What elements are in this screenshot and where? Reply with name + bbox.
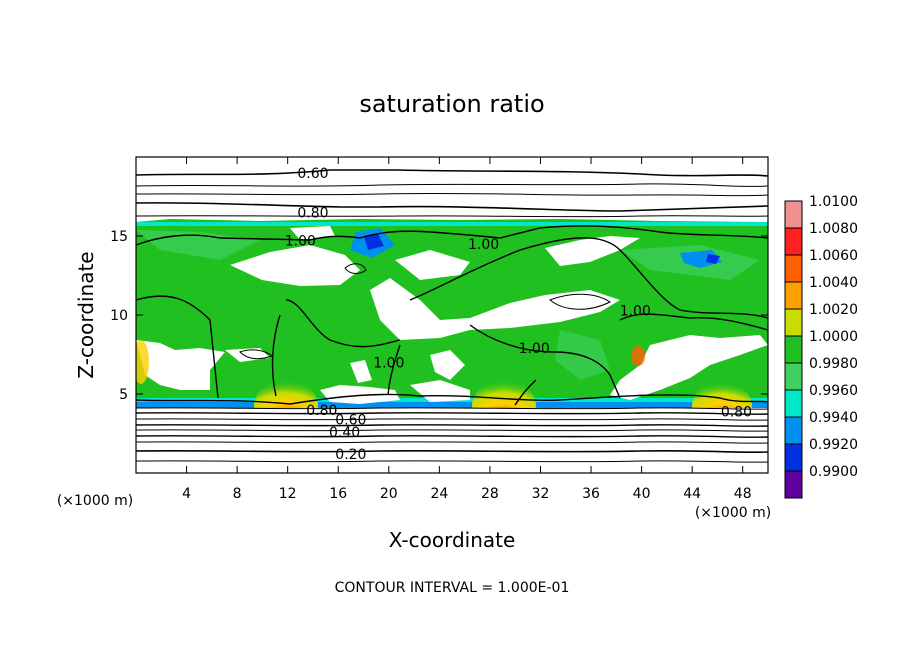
colorbar-swatch: [785, 282, 802, 309]
colorbar-level-label: 1.0080: [809, 221, 858, 237]
contour-labels: 0.600.801.00 1.001.001.001.000.800.800.60…: [285, 166, 752, 463]
x-tick-label: 28: [481, 486, 499, 502]
x-unit-label-right: (×1000 m): [695, 505, 771, 521]
colorbar-level-label: 1.0020: [809, 302, 858, 318]
colorbar-level-label: 0.9980: [809, 356, 858, 372]
x-tick-label: 40: [633, 486, 651, 502]
colorbar-swatch: [785, 228, 802, 255]
x-unit-label-left: (×1000 m): [57, 493, 133, 509]
x-tick-label: 4: [182, 486, 191, 502]
colorbar-level-label: 1.0040: [809, 275, 858, 291]
y-tick-label: 10: [110, 308, 128, 324]
y-axis-label: Z-coordinate: [74, 251, 98, 378]
contour-label: 1.00: [285, 234, 316, 250]
x-tick-label: 8: [233, 486, 242, 502]
x-tick-label: 44: [683, 486, 701, 502]
x-tick-label: 12: [279, 486, 297, 502]
colorbar-level-label: 0.9920: [809, 437, 858, 453]
contour-label: 0.80: [721, 404, 752, 420]
y-tick-label: 15: [110, 229, 128, 245]
contour-label: 0.80: [297, 205, 328, 221]
colorbar-swatch: [785, 471, 802, 498]
contour-label: 1.00: [519, 341, 550, 357]
colorbar-swatch: [785, 363, 802, 390]
colorbar-swatch: [785, 255, 802, 282]
colorbar-swatch: [785, 309, 802, 336]
colorbar-swatch: [785, 444, 802, 471]
x-tick-label: 16: [329, 486, 347, 502]
contour-label: 1.00: [620, 303, 651, 319]
colorbar-level-label: 1.0000: [809, 329, 858, 345]
colorbar-level-label: 1.0100: [809, 194, 858, 210]
y-tick-label: 5: [119, 387, 128, 403]
x-tick-label: 24: [430, 486, 448, 502]
colorbar-level-label: 1.0060: [809, 248, 858, 264]
plot-area: 0.600.801.00 1.001.001.001.000.800.800.60…: [136, 157, 768, 473]
y-axis: 5 10 15: [110, 229, 768, 403]
colorbar-level-label: 0.9900: [809, 464, 858, 480]
contour-label: 0.60: [297, 166, 328, 182]
colorbar-swatch: [785, 201, 802, 228]
contour-lines: [136, 169, 768, 463]
colorbar-swatch: [785, 417, 802, 444]
x-axis-label: X-coordinate: [389, 528, 516, 552]
contour-label: 0.20: [335, 447, 366, 463]
contour-label: 0.80: [306, 403, 337, 419]
x-tick-label: 32: [532, 486, 550, 502]
contour-label: 1.00: [373, 355, 404, 371]
colorbar-swatch: [785, 390, 802, 417]
contour-label: 0.60: [335, 412, 366, 428]
contour-label: 0.40: [329, 425, 360, 441]
colorbar: 1.0100 1.0080 1.0060 1.0040 1.0020 1.0000 0.99…: [784, 194, 858, 499]
colorbar-swatch: [785, 336, 802, 363]
colorbar-level-label: 0.9940: [809, 410, 858, 426]
contour-interval-note: CONTOUR INTERVAL = 1.000E-01: [335, 580, 570, 596]
colorbar-level-label: 0.9960: [809, 383, 858, 399]
x-tick-label: 48: [734, 486, 752, 502]
contour-label: 1.00: [468, 237, 499, 253]
chart-title: saturation ratio: [359, 90, 544, 118]
x-tick-label: 20: [380, 486, 398, 502]
x-tick-label: 36: [582, 486, 600, 502]
x-axis: 4 8 12 16 20 24 28 32 36 40 44 48: [182, 157, 752, 502]
dry-region: [230, 245, 360, 286]
